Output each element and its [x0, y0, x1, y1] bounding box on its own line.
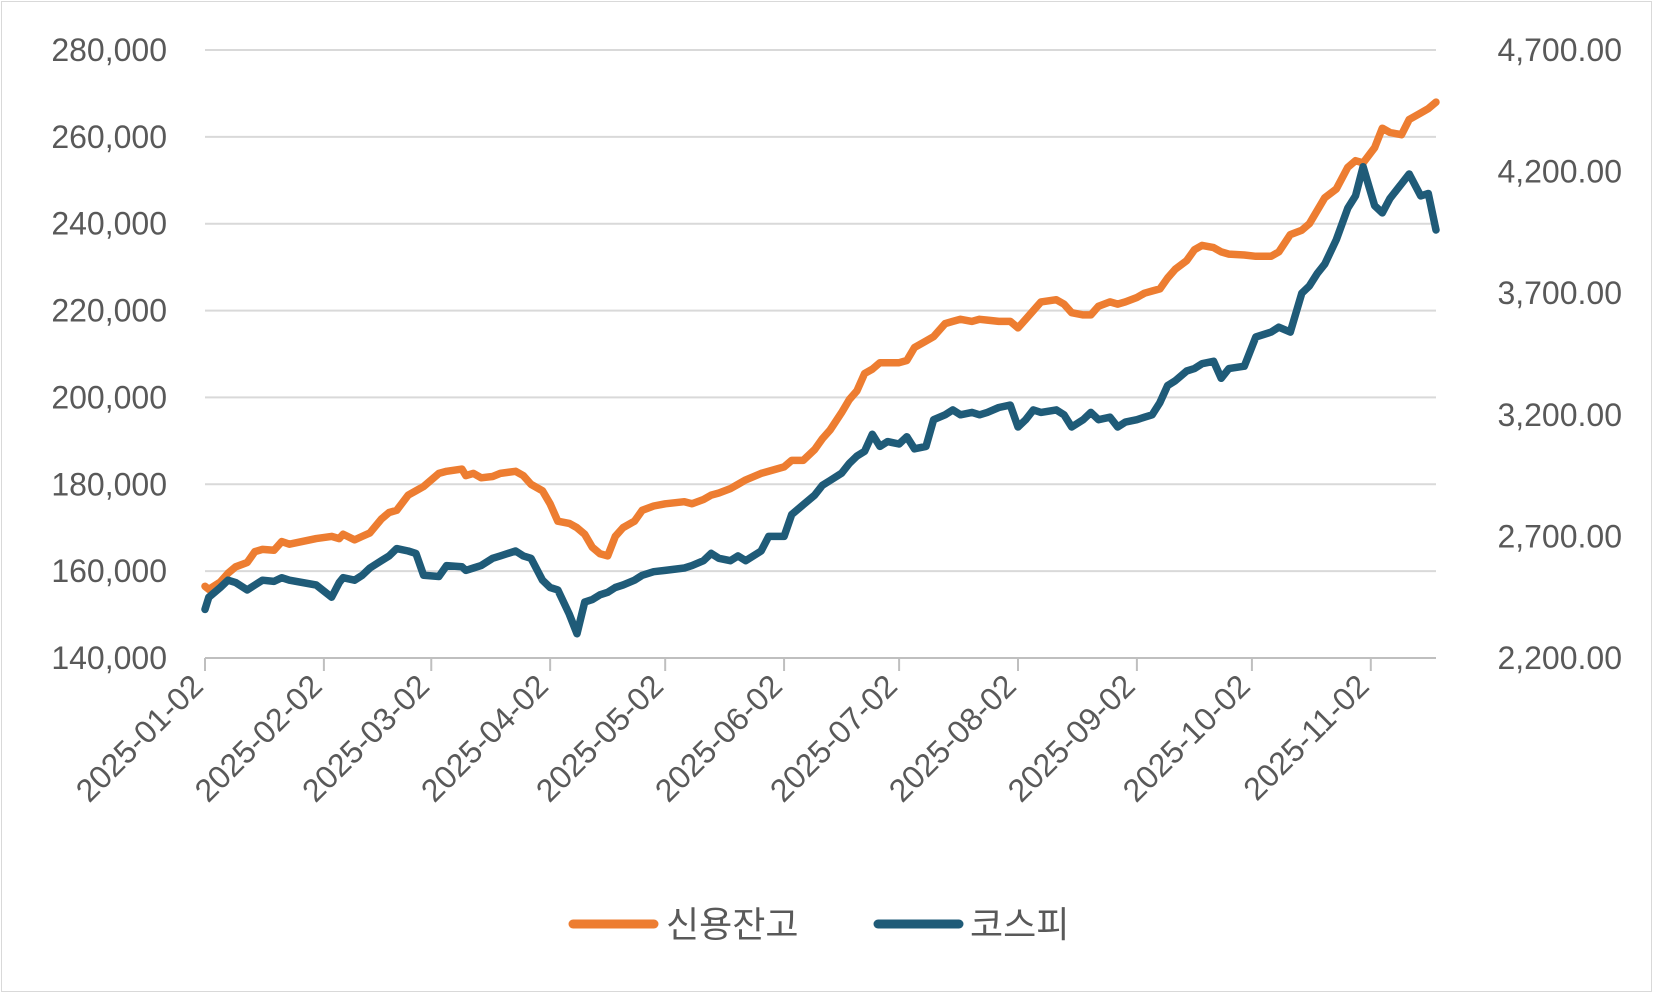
left-y-tick-label: 160,000 [51, 553, 167, 589]
left-y-tick-label: 220,000 [51, 293, 167, 329]
x-tick-label: 2025-08-02 [882, 667, 1023, 808]
left-y-axis: 140,000 160,000 180,000 200,000 220,000 240,0… [51, 32, 167, 676]
x-axis: 2025-01-022025-02-022025-03-022025-04-02… [69, 657, 1436, 809]
left-y-tick-label: 200,000 [51, 379, 167, 415]
right-y-tick-label: 2,200.00 [1497, 640, 1622, 676]
legend-label: 코스피 [970, 905, 1069, 946]
right-y-tick-label: 4,200.00 [1497, 154, 1622, 190]
right-y-axis: 2,200.00 2,700.00 3,200.00 3,700.00 4,200.00… [1497, 32, 1622, 676]
right-y-tick-label: 4,700.00 [1497, 32, 1622, 68]
legend-label: 신용잔고 [666, 905, 798, 946]
left-y-tick-label: 260,000 [51, 119, 167, 155]
series-line-kospi [201, 162, 1440, 638]
gridlines [205, 49, 1436, 573]
right-y-tick-label: 3,700.00 [1497, 275, 1622, 311]
series-line-credit-balance [201, 98, 1440, 594]
left-y-tick-label: 140,000 [51, 640, 167, 676]
x-tick-label: 2025-11-02 [1236, 667, 1376, 807]
right-y-tick-label: 3,200.00 [1497, 397, 1622, 433]
legend: 신용잔고 코스피 [568, 905, 1069, 946]
left-y-tick-label: 240,000 [51, 206, 167, 242]
left-y-tick-label: 180,000 [51, 466, 167, 502]
x-tick-label: 2025-01-02 [69, 667, 210, 808]
right-y-tick-label: 2,700.00 [1497, 518, 1622, 554]
left-y-tick-label: 280,000 [51, 32, 167, 68]
series-layer [201, 98, 1440, 638]
